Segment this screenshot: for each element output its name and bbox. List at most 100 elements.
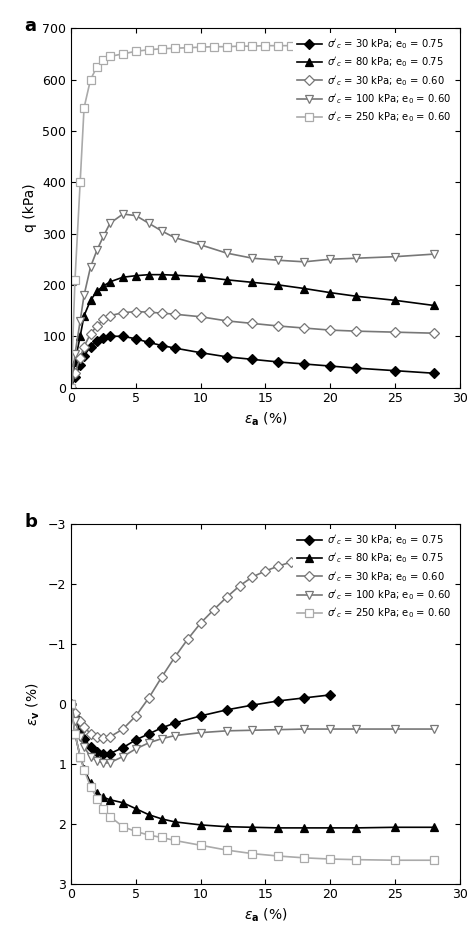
$\sigma'_c$ = 30 kPa; e$_0$ = 0.75	[301, 692, 307, 703]
$\sigma'_c$ = 250 kPa; e$_0$ = 0.60	[431, 854, 437, 866]
$\sigma'_c$ = 30 kPa; e$_0$ = 0.75	[68, 382, 74, 393]
$\sigma'_c$ = 30 kPa; e$_0$ = 0.75	[81, 350, 87, 361]
$\sigma'_c$ = 100 kPa; e$_0$ = 0.60	[224, 726, 229, 737]
Legend: $\sigma'_c$ = 30 kPa; e$_0$ = 0.75, $\sigma'_c$ = 80 kPa; e$_0$ = 0.75, $\sigma': $\sigma'_c$ = 30 kPa; e$_0$ = 0.75, $\si…	[293, 529, 455, 624]
$\sigma'_c$ = 30 kPa; e$_0$ = 0.75	[72, 371, 78, 383]
$\sigma'_c$ = 100 kPa; e$_0$ = 0.60	[81, 290, 87, 301]
$\sigma'_c$ = 250 kPa; e$_0$ = 0.60	[224, 844, 229, 855]
$\sigma'_c$ = 30 kPa; e$_0$ = 0.60	[72, 368, 78, 379]
$\sigma'_c$ = 250 kPa; e$_0$ = 0.60	[159, 43, 164, 55]
$\sigma'_c$ = 30 kPa; e$_0$ = 0.75	[250, 353, 255, 365]
$\sigma'_c$ = 80 kPa; e$_0$ = 0.75	[198, 271, 203, 282]
$\sigma'_c$ = 30 kPa; e$_0$ = 0.75	[146, 337, 152, 348]
$\sigma'_c$ = 250 kPa; e$_0$ = 0.60	[185, 42, 191, 54]
$\sigma'_c$ = 100 kPa; e$_0$ = 0.60	[81, 742, 87, 753]
$\sigma'_c$ = 30 kPa; e$_0$ = 0.75	[172, 342, 178, 353]
$\sigma'_c$ = 250 kPa; e$_0$ = 0.60	[72, 274, 78, 286]
$\sigma'_c$ = 30 kPa; e$_0$ = 0.75	[275, 696, 281, 707]
$\sigma'_c$ = 80 kPa; e$_0$ = 0.75	[353, 822, 359, 834]
$\sigma'_c$ = 250 kPa; e$_0$ = 0.60	[100, 803, 106, 814]
$\sigma'_c$ = 30 kPa; e$_0$ = 0.60	[120, 724, 126, 735]
$\sigma'_c$ = 30 kPa; e$_0$ = 0.75	[107, 748, 113, 760]
$\sigma'_c$ = 80 kPa; e$_0$ = 0.75	[159, 813, 164, 824]
Line: $\sigma'_c$ = 80 kPa; e$_0$ = 0.75: $\sigma'_c$ = 80 kPa; e$_0$ = 0.75	[67, 700, 438, 832]
Text: b: b	[25, 513, 37, 531]
Line: $\sigma'_c$ = 100 kPa; e$_0$ = 0.60: $\sigma'_c$ = 100 kPa; e$_0$ = 0.60	[67, 211, 438, 391]
$\sigma'_c$ = 100 kPa; e$_0$ = 0.60	[107, 218, 113, 229]
$\sigma'_c$ = 80 kPa; e$_0$ = 0.75	[94, 286, 100, 297]
$\sigma'_c$ = 30 kPa; e$_0$ = 0.75	[275, 356, 281, 368]
$\sigma'_c$ = 80 kPa; e$_0$ = 0.75	[88, 294, 93, 306]
$\sigma'_c$ = 30 kPa; e$_0$ = 0.75	[146, 728, 152, 740]
Y-axis label: $\varepsilon_{\mathbf{v}}$ (%): $\varepsilon_{\mathbf{v}}$ (%)	[25, 682, 42, 726]
$\sigma'_c$ = 100 kPa; e$_0$ = 0.60	[431, 724, 437, 735]
$\sigma'_c$ = 100 kPa; e$_0$ = 0.60	[172, 232, 178, 243]
$\sigma'_c$ = 30 kPa; e$_0$ = 0.60	[72, 707, 78, 718]
$\sigma'_c$ = 30 kPa; e$_0$ = 0.75	[159, 722, 164, 733]
$\sigma'_c$ = 100 kPa; e$_0$ = 0.60	[94, 755, 100, 766]
$\sigma'_c$ = 30 kPa; e$_0$ = 0.60	[133, 306, 139, 318]
$\sigma'_c$ = 30 kPa; e$_0$ = 0.75	[94, 336, 100, 347]
$\sigma'_c$ = 30 kPa; e$_0$ = 0.60	[198, 311, 203, 322]
$\sigma'_c$ = 100 kPa; e$_0$ = 0.60	[198, 727, 203, 738]
$\sigma'_c$ = 100 kPa; e$_0$ = 0.60	[250, 253, 255, 264]
$\sigma'_c$ = 250 kPa; e$_0$ = 0.60	[301, 853, 307, 864]
$\sigma'_c$ = 100 kPa; e$_0$ = 0.60	[94, 244, 100, 256]
$\sigma'_c$ = 250 kPa; e$_0$ = 0.60	[392, 44, 398, 55]
$\sigma'_c$ = 30 kPa; e$_0$ = 0.60	[172, 308, 178, 320]
$\sigma'_c$ = 30 kPa; e$_0$ = 0.60	[100, 314, 106, 325]
$\sigma'_c$ = 100 kPa; e$_0$ = 0.60	[68, 382, 74, 393]
$\sigma'_c$ = 80 kPa; e$_0$ = 0.75	[146, 809, 152, 821]
$\sigma'_c$ = 100 kPa; e$_0$ = 0.60	[224, 247, 229, 258]
$\sigma'_c$ = 30 kPa; e$_0$ = 0.60	[94, 321, 100, 332]
$\sigma'_c$ = 250 kPa; e$_0$ = 0.60	[120, 48, 126, 59]
$\sigma'_c$ = 80 kPa; e$_0$ = 0.75	[250, 276, 255, 288]
Line: $\sigma'_c$ = 30 kPa; e$_0$ = 0.60: $\sigma'_c$ = 30 kPa; e$_0$ = 0.60	[67, 549, 347, 742]
$\sigma'_c$ = 250 kPa; e$_0$ = 0.60	[198, 41, 203, 53]
$\sigma'_c$ = 100 kPa; e$_0$ = 0.60	[159, 733, 164, 744]
$\sigma'_c$ = 250 kPa; e$_0$ = 0.60	[81, 764, 87, 775]
$\sigma'_c$ = 250 kPa; e$_0$ = 0.60	[263, 40, 268, 52]
$\sigma'_c$ = 80 kPa; e$_0$ = 0.75	[328, 822, 333, 834]
$\sigma'_c$ = 250 kPa; e$_0$ = 0.60	[353, 854, 359, 866]
Text: a: a	[25, 18, 36, 36]
$\sigma'_c$ = 100 kPa; e$_0$ = 0.60	[88, 751, 93, 762]
$\sigma'_c$ = 30 kPa; e$_0$ = 0.75	[301, 358, 307, 369]
$\sigma'_c$ = 250 kPa; e$_0$ = 0.60	[353, 41, 359, 53]
$\sigma'_c$ = 80 kPa; e$_0$ = 0.75	[72, 356, 78, 368]
$\sigma'_c$ = 30 kPa; e$_0$ = 0.75	[198, 347, 203, 358]
$\sigma'_c$ = 100 kPa; e$_0$ = 0.60	[88, 261, 93, 273]
$\sigma'_c$ = 250 kPa; e$_0$ = 0.60	[88, 74, 93, 86]
$\sigma'_c$ = 250 kPa; e$_0$ = 0.60	[100, 55, 106, 66]
$\sigma'_c$ = 30 kPa; e$_0$ = 0.60	[159, 307, 164, 319]
$\sigma'_c$ = 30 kPa; e$_0$ = 0.75	[392, 365, 398, 376]
$\sigma'_c$ = 250 kPa; e$_0$ = 0.60	[211, 41, 217, 53]
$\sigma'_c$ = 30 kPa; e$_0$ = 0.60	[250, 572, 255, 583]
$\sigma'_c$ = 100 kPa; e$_0$ = 0.60	[250, 725, 255, 736]
$\sigma'_c$ = 80 kPa; e$_0$ = 0.75	[133, 803, 139, 814]
$\sigma'_c$ = 80 kPa; e$_0$ = 0.75	[133, 270, 139, 281]
$\sigma'_c$ = 80 kPa; e$_0$ = 0.75	[100, 280, 106, 291]
$\sigma'_c$ = 100 kPa; e$_0$ = 0.60	[392, 724, 398, 735]
$\sigma'_c$ = 250 kPa; e$_0$ = 0.60	[237, 40, 242, 52]
$\sigma'_c$ = 100 kPa; e$_0$ = 0.60	[172, 730, 178, 742]
$\sigma'_c$ = 30 kPa; e$_0$ = 0.60	[185, 634, 191, 645]
$\sigma'_c$ = 100 kPa; e$_0$ = 0.60	[159, 226, 164, 237]
$\sigma'_c$ = 30 kPa; e$_0$ = 0.75	[328, 360, 333, 371]
$\sigma'_c$ = 250 kPa; e$_0$ = 0.60	[250, 40, 255, 52]
$\sigma'_c$ = 80 kPa; e$_0$ = 0.75	[392, 294, 398, 306]
$\sigma'_c$ = 250 kPa; e$_0$ = 0.60	[301, 40, 307, 52]
$\sigma'_c$ = 250 kPa; e$_0$ = 0.60	[77, 751, 83, 762]
$\sigma'_c$ = 80 kPa; e$_0$ = 0.75	[159, 269, 164, 280]
$\sigma'_c$ = 250 kPa; e$_0$ = 0.60	[275, 851, 281, 862]
$\sigma'_c$ = 80 kPa; e$_0$ = 0.75	[328, 287, 333, 298]
$\sigma'_c$ = 80 kPa; e$_0$ = 0.75	[88, 777, 93, 789]
$\sigma'_c$ = 100 kPa; e$_0$ = 0.60	[431, 248, 437, 259]
$\sigma'_c$ = 30 kPa; e$_0$ = 0.60	[328, 324, 333, 336]
$\sigma'_c$ = 30 kPa; e$_0$ = 0.75	[159, 340, 164, 352]
$\sigma'_c$ = 30 kPa; e$_0$ = 0.75	[353, 363, 359, 374]
$\sigma'_c$ = 80 kPa; e$_0$ = 0.75	[275, 822, 281, 834]
$\sigma'_c$ = 30 kPa; e$_0$ = 0.60	[88, 328, 93, 339]
$\sigma'_c$ = 30 kPa; e$_0$ = 0.60	[250, 318, 255, 329]
$\sigma'_c$ = 250 kPa; e$_0$ = 0.60	[107, 51, 113, 62]
